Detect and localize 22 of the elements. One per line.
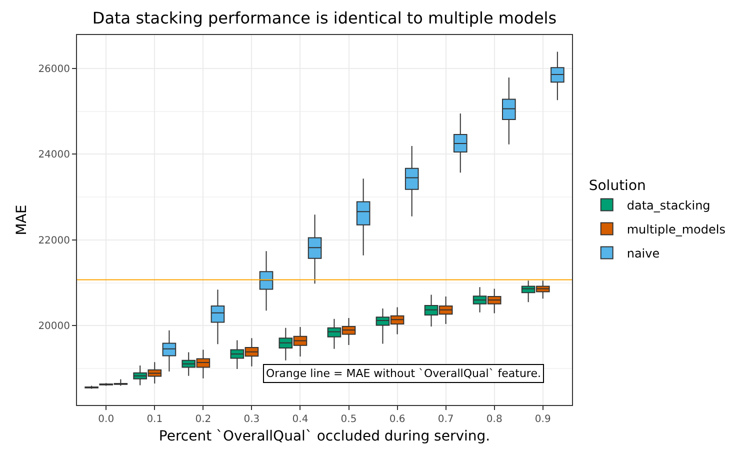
y-tick-label: 22000 — [38, 235, 70, 246]
x-axis-title: Percent `OverallQual` occluded during serving. — [158, 428, 490, 444]
x-tick-label: 0.3 — [244, 414, 260, 425]
x-tick-label: 0.1 — [146, 414, 163, 425]
x-tick-label: 0.9 — [534, 414, 551, 425]
x-tick-label: 0.0 — [98, 414, 114, 425]
y-tick-label: 24000 — [38, 150, 70, 161]
x-tick-label: 0.8 — [486, 414, 502, 425]
annotation: Orange line = MAE without `OverallQual` feature. — [266, 367, 541, 380]
y-tick-label: 26000 — [38, 64, 70, 75]
legend-label: naive — [626, 246, 660, 260]
x-tick-label: 0.4 — [292, 414, 308, 425]
x-tick-label: 0.7 — [438, 414, 454, 425]
legend-label: data_stacking — [626, 198, 710, 212]
chart-title: Data stacking performance is identical to multiple models — [92, 8, 557, 28]
y-axis-title: MAE — [14, 204, 30, 236]
legend-title: Solution — [588, 178, 646, 194]
y-tick-label: 20000 — [38, 321, 70, 332]
x-tick-label: 0.2 — [195, 414, 212, 425]
x-tick-label: 0.6 — [389, 414, 406, 425]
legend-label: multiple_models — [626, 222, 726, 236]
x-tick-label: 0.5 — [340, 414, 357, 425]
